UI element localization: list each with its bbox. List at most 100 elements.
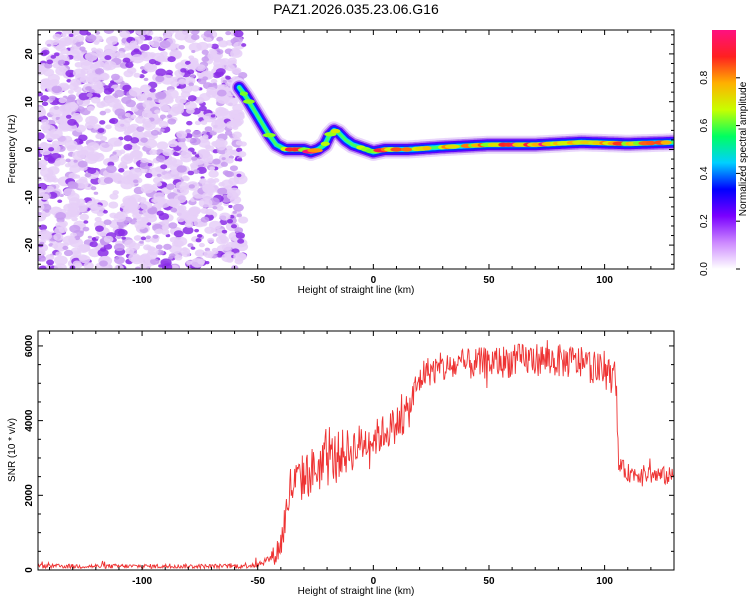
colorbar-ticks: 0.0 0.2 0.4 0.6 0.8	[699, 70, 740, 276]
noise-blob	[123, 143, 133, 151]
noise-blob	[96, 211, 104, 217]
ridge-hotspot	[330, 128, 341, 134]
noise-blob	[49, 105, 64, 116]
noise-blob	[236, 173, 242, 178]
noise-blob	[53, 255, 68, 266]
noise-blob	[141, 109, 153, 118]
noise-blob	[230, 224, 238, 229]
noise-blob	[237, 238, 245, 244]
noise-blob	[67, 181, 79, 190]
noise-blob	[163, 243, 172, 250]
noise-blob	[216, 89, 227, 97]
noise-blob	[217, 187, 228, 195]
noise-blob	[53, 233, 64, 241]
noise-blob	[51, 40, 59, 46]
noise-blob	[55, 221, 67, 230]
noise-blob	[139, 240, 144, 244]
colorbar-tick-label: 0.6	[699, 118, 710, 132]
noise-blob	[161, 229, 170, 236]
noise-blob	[236, 213, 243, 218]
noise-blob	[166, 114, 173, 119]
noise-blob	[237, 151, 247, 158]
noise-blob	[102, 209, 108, 214]
noise-blob	[165, 30, 175, 36]
noise-blob	[62, 245, 69, 250]
noise-blob	[109, 193, 119, 200]
noise-blob	[103, 177, 114, 184]
noise-blob	[184, 101, 197, 111]
noise-blob	[58, 59, 66, 65]
noise-blob	[213, 57, 221, 63]
noise-blob	[145, 214, 158, 223]
noise-blob	[113, 256, 125, 265]
noise-blob	[40, 193, 50, 201]
noise-blob	[149, 149, 158, 156]
noise-blob	[116, 211, 125, 218]
noise-blob	[107, 87, 115, 93]
noise-blob	[66, 96, 75, 103]
noise-blob	[90, 96, 101, 104]
noise-blob	[67, 118, 77, 126]
noise-blob	[112, 190, 119, 195]
noise-blob	[99, 110, 107, 116]
noise-blob	[219, 212, 231, 221]
x-tick-label: 0	[371, 275, 377, 286]
noise-blob	[74, 35, 85, 43]
noise-blob	[156, 173, 162, 178]
noise-blob	[155, 228, 164, 234]
noise-blob	[79, 76, 90, 84]
noise-blob	[51, 243, 59, 249]
noise-blob	[80, 61, 94, 71]
noise-blob	[201, 49, 209, 55]
noise-blob	[95, 225, 104, 232]
noise-blob	[235, 232, 245, 239]
noise-blob	[139, 161, 151, 170]
colorbar-tick-label: 0.2	[699, 214, 710, 228]
noise-blob	[55, 212, 67, 220]
noise-blob	[84, 172, 92, 178]
noise-blob	[232, 203, 244, 212]
noise-blob	[194, 228, 200, 233]
noise-blob	[180, 90, 191, 98]
noise-blob	[198, 198, 213, 208]
noise-blob	[175, 181, 189, 191]
noise-blob	[229, 214, 235, 219]
noise-blob	[65, 123, 78, 132]
noise-blob	[182, 226, 194, 235]
noise-blob	[97, 128, 105, 133]
noise-blob	[61, 30, 71, 34]
snr-x-axis-label: Height of straight line (km)	[298, 586, 415, 597]
noise-blob	[134, 220, 147, 230]
ridge-hotspot	[646, 140, 656, 146]
noise-blob	[208, 170, 219, 178]
noise-blob	[148, 58, 157, 65]
noise-blob	[190, 34, 200, 41]
noise-blob	[142, 100, 155, 109]
noise-blob	[94, 68, 105, 75]
noise-blob	[38, 265, 47, 269]
noise-blob	[199, 105, 207, 112]
noise-blob	[224, 170, 233, 177]
noise-blob	[101, 242, 106, 246]
noise-blob	[103, 235, 114, 243]
noise-blob	[43, 173, 57, 183]
noise-blob	[211, 247, 219, 253]
noise-blob	[189, 207, 201, 216]
noise-blob	[194, 249, 206, 257]
noise-blob	[107, 97, 121, 108]
noise-blob	[130, 53, 145, 64]
noise-blob	[38, 231, 53, 241]
noise-blob	[133, 48, 140, 53]
noise-blob	[123, 135, 133, 142]
noise-blob	[124, 239, 136, 248]
noise-blob	[109, 80, 115, 84]
noise-blob	[57, 135, 68, 143]
noise-blob	[218, 40, 229, 48]
noise-blob	[65, 114, 72, 119]
noise-blob	[158, 120, 169, 128]
noise-blob	[141, 209, 148, 214]
noise-blob	[76, 198, 86, 206]
noise-blob	[41, 119, 50, 125]
noise-blob	[38, 106, 46, 116]
noise-blob	[156, 55, 167, 63]
